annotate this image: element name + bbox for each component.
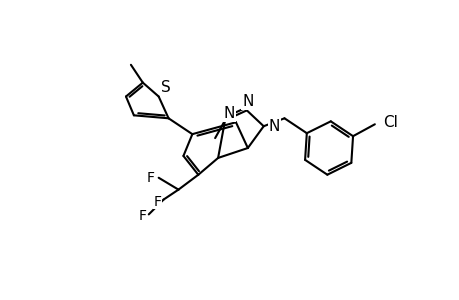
Text: N: N: [223, 106, 235, 121]
Text: S: S: [160, 80, 170, 94]
Text: N: N: [268, 119, 280, 134]
Text: F: F: [139, 209, 146, 224]
Text: F: F: [153, 194, 161, 208]
Text: N: N: [241, 94, 253, 110]
Text: F: F: [146, 171, 154, 185]
Text: Cl: Cl: [382, 115, 397, 130]
